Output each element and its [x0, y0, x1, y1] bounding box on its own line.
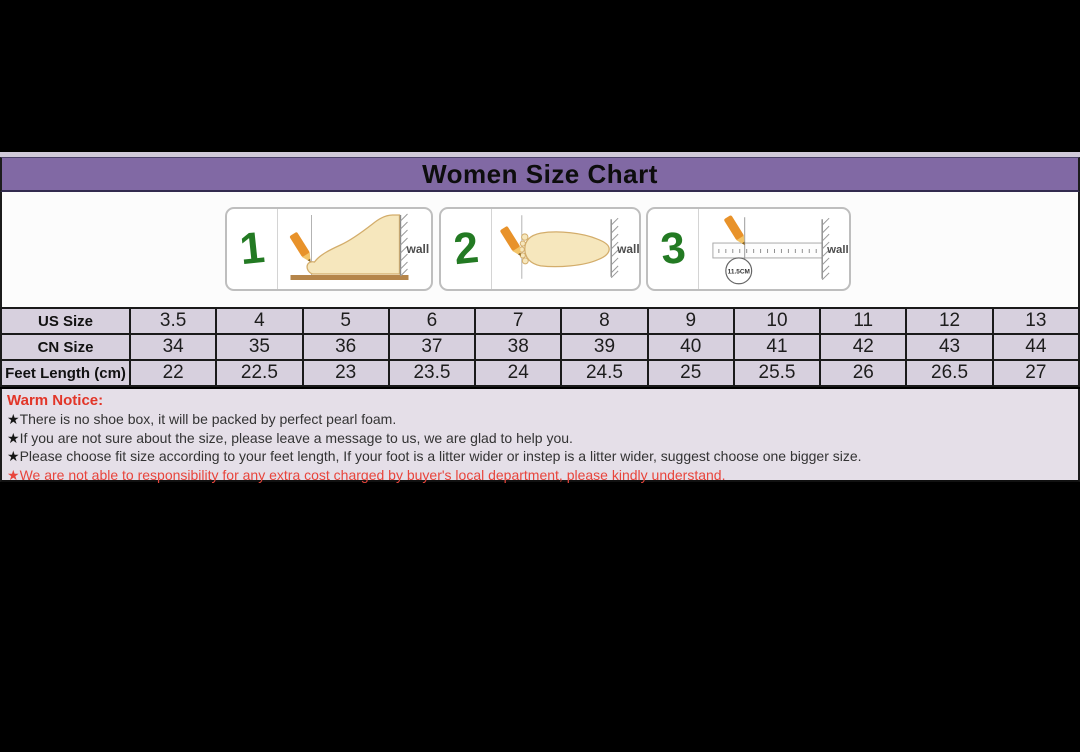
size-cell: 40 [646, 333, 735, 361]
measure-instructions: 1 wall 2 [0, 192, 1080, 307]
step-1-illustration: wall [278, 209, 431, 289]
size-cell: 25.5 [732, 359, 822, 387]
size-cell: 25 [646, 359, 735, 387]
size-cell: 36 [301, 333, 390, 361]
size-cell: 44 [991, 333, 1080, 361]
size-cell: 4 [215, 307, 304, 335]
size-cell: 26 [819, 359, 908, 387]
notice-text: There is no shoe box, it will be packed … [19, 411, 397, 427]
warm-notice-heading: Warm Notice: [7, 392, 104, 409]
wall-hatch [610, 217, 619, 279]
size-cell: 42 [819, 333, 908, 361]
size-cell: 35 [215, 333, 304, 361]
size-cell: 41 [732, 333, 822, 361]
table-row-us-size: US Size 3.5 4 5 6 7 8 9 10 11 12 13 [0, 307, 1080, 335]
notice-item: ★There is no shoe box, it will be packed… [7, 410, 1078, 429]
table-row-cn-size: CN Size 34 35 36 37 38 39 40 41 42 43 44 [0, 333, 1080, 361]
size-cell: 10 [732, 307, 822, 335]
size-cell: 37 [387, 333, 477, 361]
step-3-illustration: 11.5CM wall [699, 209, 849, 289]
size-table: US Size 3.5 4 5 6 7 8 9 10 11 12 13 CN S… [0, 307, 1080, 387]
foot-top-shape [524, 231, 610, 268]
size-cell: 5 [301, 307, 390, 335]
size-cell: 39 [560, 333, 649, 361]
wall-hatch [821, 217, 830, 281]
wall-label: wall [616, 242, 639, 256]
size-cell: 7 [474, 307, 563, 335]
size-cell: 13 [991, 307, 1080, 335]
foot-side-shape [306, 214, 401, 275]
step-1-digit: 1 [237, 222, 267, 275]
page-title: Women Size Chart [422, 158, 658, 189]
size-cell: 22 [128, 359, 218, 387]
pencil-icon [500, 226, 521, 256]
size-cell: 27 [991, 359, 1080, 387]
size-cell: 23 [301, 359, 390, 387]
ruler-illustration: 11.5CM wall [712, 215, 849, 285]
warm-notice-section: Warm Notice: ★There is no shoe box, it w… [0, 389, 1080, 485]
top-divider-strip [0, 152, 1080, 157]
star-icon: ★ [7, 466, 20, 483]
row-header-feet-length: Feet Length (cm) [0, 359, 131, 387]
size-cell: 9 [646, 307, 735, 335]
size-cell: 8 [560, 307, 649, 335]
notice-text: Please choose fit size according to your… [19, 448, 862, 464]
size-cell: 34 [128, 333, 218, 361]
size-cell: 24.5 [560, 359, 649, 387]
row-header-cn-size: CN Size [0, 333, 131, 361]
step-number-cell: 1 [227, 209, 278, 289]
size-cell: 26.5 [905, 359, 994, 387]
step-2-illustration: wall [492, 209, 639, 289]
step-2-digit: 2 [451, 222, 481, 275]
notice-item-warning: ★We are not able to responsibility for a… [7, 466, 1078, 485]
size-cell: 24 [474, 359, 563, 387]
size-cell: 43 [905, 333, 994, 361]
measure-step-2: 2 [439, 207, 641, 291]
wall-hatch [400, 213, 408, 277]
foot-top-illustration: wall [500, 215, 639, 279]
foot-side-illustration: wall [289, 213, 430, 280]
wall-label: wall [406, 242, 430, 256]
star-icon: ★ [7, 448, 20, 464]
size-cell: 38 [474, 333, 563, 361]
step-3-digit: 3 [658, 222, 688, 275]
notice-text: If you are not sure about the size, plea… [19, 429, 573, 446]
size-cell: 22.5 [215, 359, 304, 387]
size-cell: 6 [387, 307, 477, 335]
size-cell: 11 [819, 307, 908, 335]
row-header-us-size: US Size [0, 307, 131, 335]
notice-item: ★Please choose fit size according to you… [7, 447, 1078, 466]
measure-value-label: 11.5CM [728, 268, 750, 275]
star-icon: ★ [7, 411, 20, 427]
star-icon: ★ [7, 429, 20, 446]
step-number-cell: 2 [441, 209, 492, 289]
board-shape [290, 275, 409, 280]
ruler-ticks [718, 249, 817, 253]
title-bar: Women Size Chart [0, 157, 1080, 192]
size-cell: 3.5 [128, 307, 218, 335]
measure-step-3: 3 11.5CM wall [646, 207, 851, 291]
notice-text: We are not able to responsibility for an… [19, 466, 726, 483]
notice-item: ★If you are not sure about the size, ple… [7, 429, 1078, 448]
measure-circle [725, 257, 753, 285]
table-row-feet-length: Feet Length (cm) 22 22.5 23 23.5 24 24.5… [0, 359, 1080, 387]
pencil-icon [289, 232, 311, 262]
size-cell: 23.5 [387, 359, 477, 387]
pencil-icon [724, 215, 745, 246]
size-cell: 12 [905, 307, 994, 335]
measure-step-1: 1 wall [225, 207, 433, 291]
wall-label: wall [826, 244, 849, 256]
step-number-cell: 3 [648, 209, 699, 289]
